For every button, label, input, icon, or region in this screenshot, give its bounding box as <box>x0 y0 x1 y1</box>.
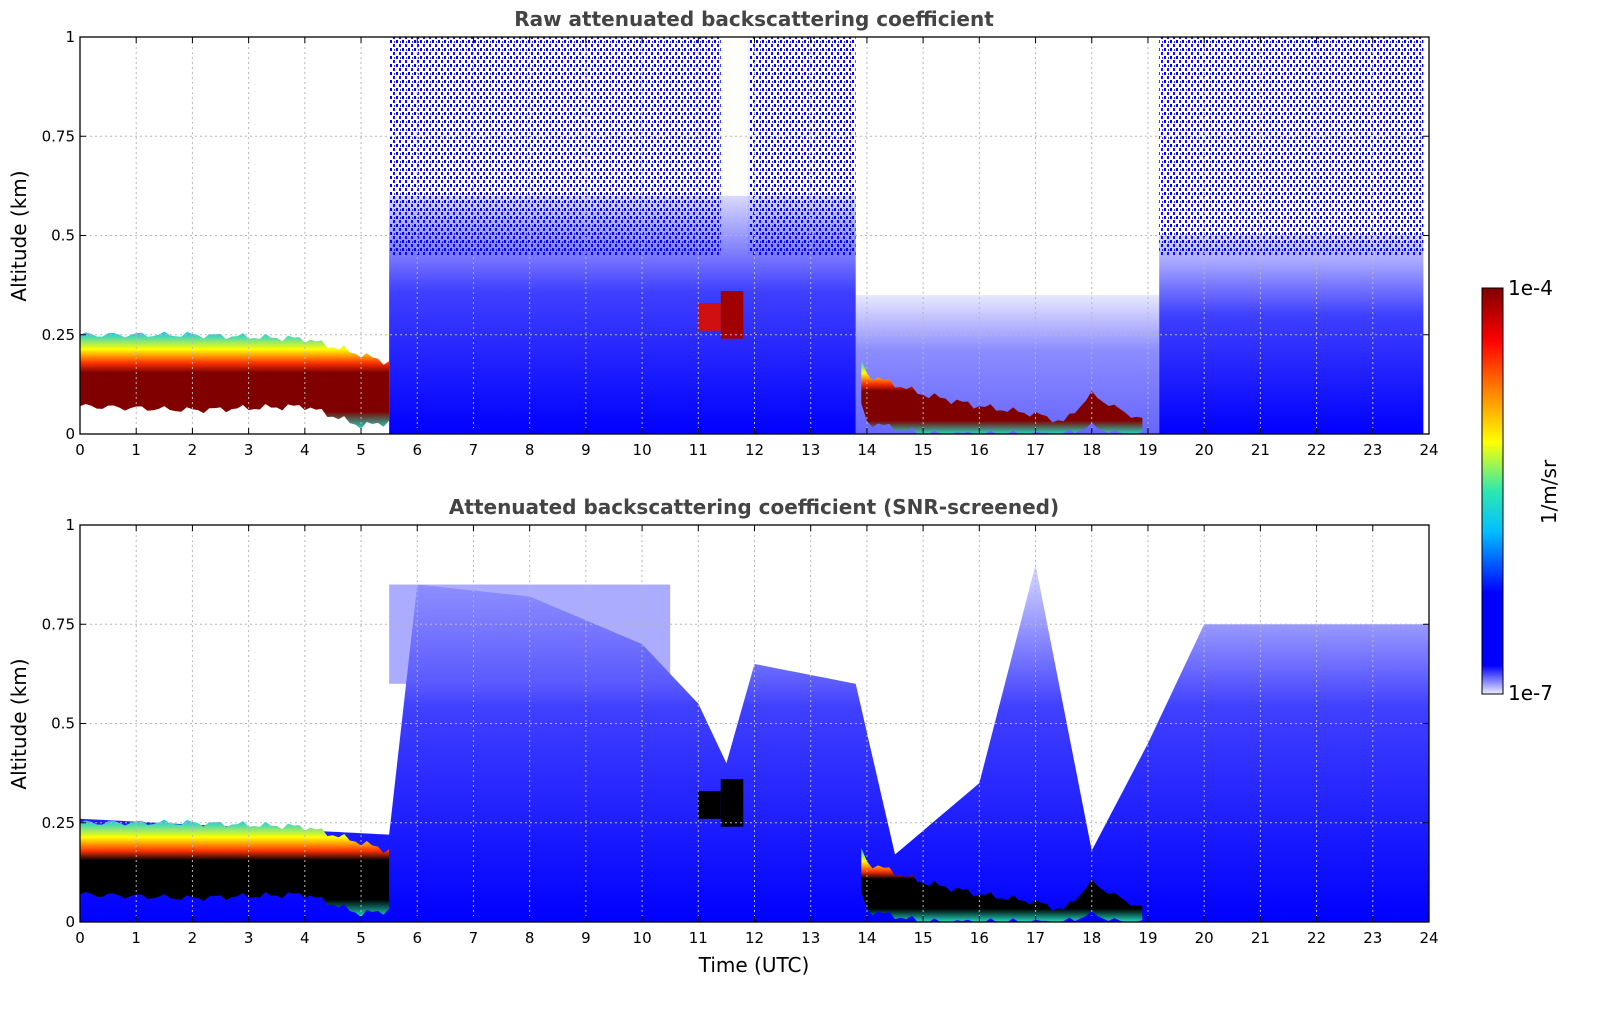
x-tick-label-10: 10 <box>633 929 652 947</box>
x-tick-label-20: 20 <box>1195 441 1214 459</box>
y-tick-label-0: 0 <box>65 913 75 931</box>
x-tick-label-3: 3 <box>244 441 254 459</box>
x-tick-label-0: 0 <box>75 929 85 947</box>
x-tick-label-14: 14 <box>857 441 876 459</box>
x-tick-label-12: 12 <box>745 441 764 459</box>
panel-screened-x-ticks: 0 1 2 3 4 5 6 7 8 9 10 11 12 13 14 15 16 17 18 19 20 21 22 23 24 <box>75 525 1439 947</box>
x-tick-label-9: 9 <box>581 441 591 459</box>
raw-dense-layer-1 <box>861 359 1143 434</box>
panel-screened-x-label: Time (UTC) <box>698 953 810 977</box>
screened-dense-layer-0 <box>80 819 390 918</box>
x-tick-label-1: 1 <box>131 441 141 459</box>
screened-upper-band <box>389 584 671 684</box>
x-tick-label-5: 5 <box>356 929 366 947</box>
x-tick-label-15: 15 <box>914 929 933 947</box>
x-tick-label-19: 19 <box>1138 929 1157 947</box>
colorbar-max-label: 1e-4 <box>1508 276 1553 300</box>
y-tick-label-3: 0.75 <box>42 127 75 145</box>
x-tick-label-22: 22 <box>1307 929 1326 947</box>
panel-screened: Attenuated backscattering coefficient (S… <box>7 495 1439 977</box>
panel-screened-y-ticks: 0 0.25 0.5 0.75 1 <box>42 516 1429 931</box>
x-tick-label-16: 16 <box>970 441 989 459</box>
x-tick-label-4: 4 <box>300 441 310 459</box>
x-tick-label-21: 21 <box>1251 441 1270 459</box>
y-tick-label-1: 0.25 <box>42 326 75 344</box>
x-tick-label-6: 6 <box>412 929 422 947</box>
x-tick-label-20: 20 <box>1195 929 1214 947</box>
panel-raw-y-ticks: 0 0.25 0.5 0.75 1 <box>42 28 1429 443</box>
panel-raw-x-ticks: 0 1 2 3 4 5 6 7 8 9 10 11 12 13 14 15 16 17 18 19 20 21 22 23 24 <box>75 37 1439 459</box>
x-tick-label-10: 10 <box>633 441 652 459</box>
x-tick-label-24: 24 <box>1419 929 1438 947</box>
screened-cloud-feature-1 <box>698 790 721 819</box>
colorbar: 1e-4 1e-7 1/m/sr <box>1481 276 1561 705</box>
x-tick-label-13: 13 <box>801 929 820 947</box>
panel-raw: Raw attenuated backscattering coefficien… <box>7 7 1439 459</box>
panel-raw-heatmap <box>80 37 1429 434</box>
x-tick-label-14: 14 <box>857 929 876 947</box>
x-tick-label-1: 1 <box>131 929 141 947</box>
x-tick-label-21: 21 <box>1251 929 1270 947</box>
panel-screened-heatmap <box>80 525 1429 922</box>
panel-raw-title: Raw attenuated backscattering coefficien… <box>514 7 994 31</box>
y-tick-label-2: 0.5 <box>51 715 75 733</box>
y-tick-label-4: 1 <box>65 28 75 46</box>
y-tick-label-2: 0.5 <box>51 227 75 245</box>
x-tick-label-13: 13 <box>801 441 820 459</box>
x-tick-label-24: 24 <box>1419 441 1438 459</box>
x-tick-label-15: 15 <box>914 441 933 459</box>
x-tick-label-17: 17 <box>1026 441 1045 459</box>
x-tick-label-22: 22 <box>1307 441 1326 459</box>
x-tick-label-4: 4 <box>300 929 310 947</box>
panel-screened-grid <box>80 525 1429 922</box>
x-tick-label-19: 19 <box>1138 441 1157 459</box>
raw-aerosol-body-day <box>389 195 856 434</box>
raw-cloud-feature-1 <box>698 302 721 331</box>
x-tick-label-11: 11 <box>689 929 708 947</box>
x-tick-label-16: 16 <box>970 929 989 947</box>
screened-cloud-feature-2 <box>720 779 744 827</box>
raw-dense-layer-0 <box>80 331 390 430</box>
x-tick-label-2: 2 <box>188 929 198 947</box>
x-tick-label-8: 8 <box>525 929 535 947</box>
panel-screened-heat-layer <box>80 564 1429 922</box>
x-tick-label-3: 3 <box>244 929 254 947</box>
colorbar-gradient <box>1481 287 1504 695</box>
panel-raw-grid <box>80 37 1429 434</box>
colorbar-unit-label: 1/m/sr <box>1537 459 1561 524</box>
x-tick-label-18: 18 <box>1082 929 1101 947</box>
y-tick-label-0: 0 <box>65 425 75 443</box>
x-tick-label-7: 7 <box>469 929 479 947</box>
x-tick-label-8: 8 <box>525 441 535 459</box>
y-tick-label-3: 0.75 <box>42 615 75 633</box>
x-tick-label-6: 6 <box>412 441 422 459</box>
x-tick-label-17: 17 <box>1026 929 1045 947</box>
x-tick-label-23: 23 <box>1363 929 1382 947</box>
x-tick-label-12: 12 <box>745 929 764 947</box>
panel-raw-y-label: Altitude (km) <box>7 170 31 301</box>
colorbar-min-label: 1e-7 <box>1508 681 1553 705</box>
x-tick-label-7: 7 <box>469 441 479 459</box>
x-tick-label-5: 5 <box>356 441 366 459</box>
x-tick-label-18: 18 <box>1082 441 1101 459</box>
x-tick-label-11: 11 <box>689 441 708 459</box>
x-tick-label-0: 0 <box>75 441 85 459</box>
raw-noise-region-2 <box>1159 37 1424 256</box>
panel-screened-title: Attenuated backscattering coefficient (S… <box>449 495 1059 519</box>
raw-noise-gap-1 <box>748 37 755 256</box>
x-tick-label-23: 23 <box>1363 441 1382 459</box>
panel-screened-y-label: Altitude (km) <box>7 658 31 789</box>
y-tick-label-4: 1 <box>65 516 75 534</box>
x-tick-label-2: 2 <box>188 441 198 459</box>
screened-dense-layer-1 <box>861 847 1143 922</box>
raw-cloud-feature-2 <box>720 291 744 339</box>
y-tick-label-1: 0.25 <box>42 814 75 832</box>
x-tick-label-9: 9 <box>581 929 591 947</box>
